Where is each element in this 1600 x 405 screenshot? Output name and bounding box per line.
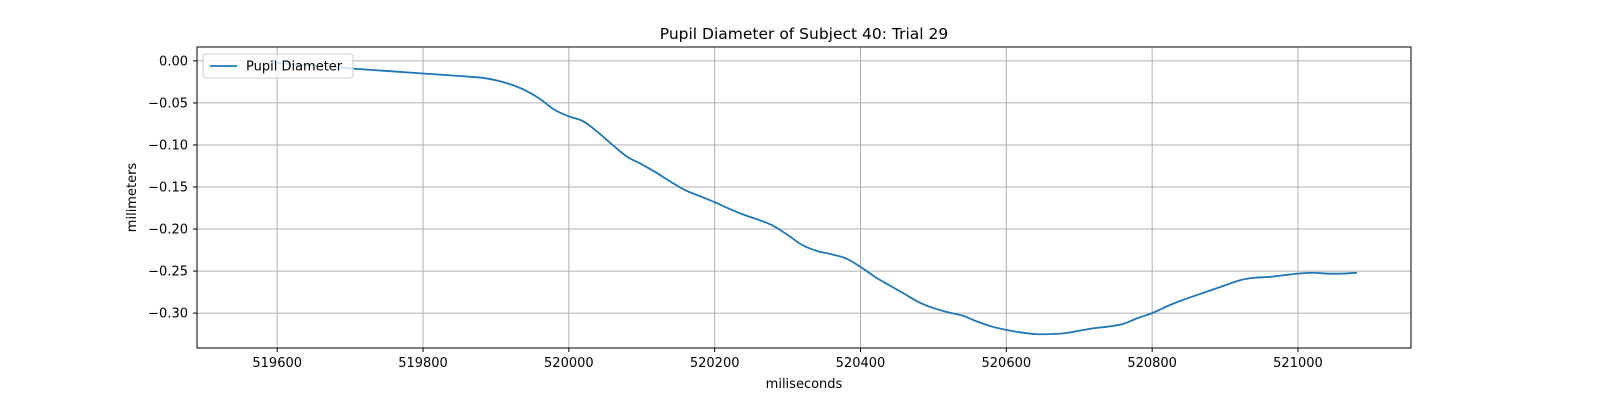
- series-point: [1006, 329, 1008, 331]
- series-point: [903, 293, 905, 295]
- series-point: [933, 307, 935, 309]
- series-point: [1283, 274, 1285, 276]
- x-tick-label: 520200: [690, 356, 740, 371]
- series-point: [1122, 323, 1124, 325]
- series-point: [1020, 332, 1022, 334]
- series-point: [743, 214, 745, 216]
- y-axis-ticks: 0.00 −0.05 −0.10 −0.15 −0.20 −0.25 −0.30: [148, 54, 197, 322]
- y-tick-label: 0.00: [159, 54, 188, 69]
- series-point: [685, 190, 687, 192]
- y-tick-label: −0.25: [148, 265, 188, 280]
- chart-title: Pupil Diameter of Subject 40: Trial 29: [660, 25, 949, 43]
- series-point: [568, 116, 570, 118]
- legend-label: Pupil Diameter: [246, 60, 343, 75]
- series-point: [962, 315, 964, 317]
- series-point: [728, 208, 730, 210]
- series-point: [626, 156, 628, 158]
- series-point: [1356, 272, 1358, 274]
- series-point: [553, 109, 555, 111]
- legend-box: [202, 53, 354, 79]
- series-point: [1151, 312, 1153, 314]
- x-axis-title: miliseconds: [766, 377, 843, 392]
- x-axis-ticks: 519600 519800 520000 520200 520400 520600 5208…: [252, 348, 1323, 371]
- series-point: [510, 84, 512, 86]
- series-point: [874, 276, 876, 278]
- plot-frame: [196, 46, 1412, 349]
- series-point: [991, 326, 993, 328]
- series-point: [583, 121, 585, 123]
- series-point: [539, 98, 541, 100]
- series-point: [641, 163, 643, 165]
- series-point: [656, 172, 658, 174]
- series-point: [597, 132, 599, 134]
- series-point: [758, 219, 760, 221]
- series-point: [1064, 332, 1066, 334]
- series-point: [495, 79, 497, 81]
- series-point: [481, 77, 483, 79]
- series-point: [1049, 333, 1051, 335]
- series-layer: [269, 60, 1358, 336]
- series-point: [1093, 327, 1095, 329]
- series-point: [612, 144, 614, 146]
- series-point: [1210, 290, 1212, 292]
- y-axis-title: milimeters: [125, 163, 140, 233]
- x-tick-label: 519600: [252, 356, 302, 371]
- series-point: [714, 201, 716, 203]
- series-point: [1341, 273, 1343, 275]
- y-tick-label: −0.10: [148, 138, 188, 153]
- series-point: [1108, 326, 1110, 328]
- series-point: [1195, 295, 1197, 297]
- y-tick-label: −0.05: [148, 96, 188, 111]
- y-tick-label: −0.20: [148, 223, 188, 238]
- series-point: [860, 266, 862, 268]
- y-tick-label: −0.15: [148, 180, 188, 195]
- series-point: [1268, 276, 1270, 278]
- series-point: [699, 195, 701, 197]
- series-point: [1326, 273, 1328, 275]
- series-point: [524, 90, 526, 92]
- series-point: [816, 250, 818, 252]
- series-point: [801, 244, 803, 246]
- series-point: [1181, 300, 1183, 302]
- legend: Pupil Diameter: [202, 53, 354, 79]
- x-tick-label: 520800: [1127, 356, 1177, 371]
- series-point: [918, 301, 920, 303]
- series-point: [1137, 317, 1139, 319]
- series-point: [1297, 273, 1299, 275]
- series-line-0: [269, 60, 1358, 336]
- series-point: [1312, 272, 1314, 274]
- series-point: [976, 321, 978, 323]
- series-point: [1239, 280, 1241, 282]
- x-tick-label: 520600: [982, 356, 1032, 371]
- x-tick-label: 519800: [398, 356, 448, 371]
- series-point: [422, 73, 424, 75]
- grid-lines: [197, 47, 1411, 348]
- series-point: [772, 225, 774, 227]
- series-point: [1224, 285, 1226, 287]
- series-point: [459, 75, 461, 77]
- series-point: [1166, 306, 1168, 308]
- series-point: [386, 70, 388, 72]
- x-tick-label: 520400: [836, 356, 886, 371]
- series-point: [889, 285, 891, 287]
- series-point: [845, 258, 847, 260]
- x-tick-label: 520000: [544, 356, 594, 371]
- series-point: [1035, 333, 1037, 335]
- series-point: [1078, 330, 1080, 332]
- x-tick-label: 521000: [1273, 356, 1323, 371]
- series-point: [670, 181, 672, 183]
- series-point: [1253, 277, 1255, 279]
- series-point: [831, 253, 833, 255]
- y-tick-label: −0.30: [148, 307, 188, 322]
- series-point: [787, 234, 789, 236]
- series-point: [947, 311, 949, 313]
